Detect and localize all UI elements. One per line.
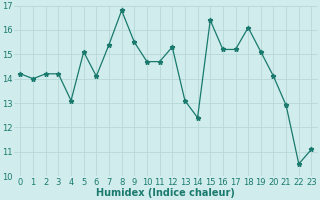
X-axis label: Humidex (Indice chaleur): Humidex (Indice chaleur): [97, 188, 236, 198]
